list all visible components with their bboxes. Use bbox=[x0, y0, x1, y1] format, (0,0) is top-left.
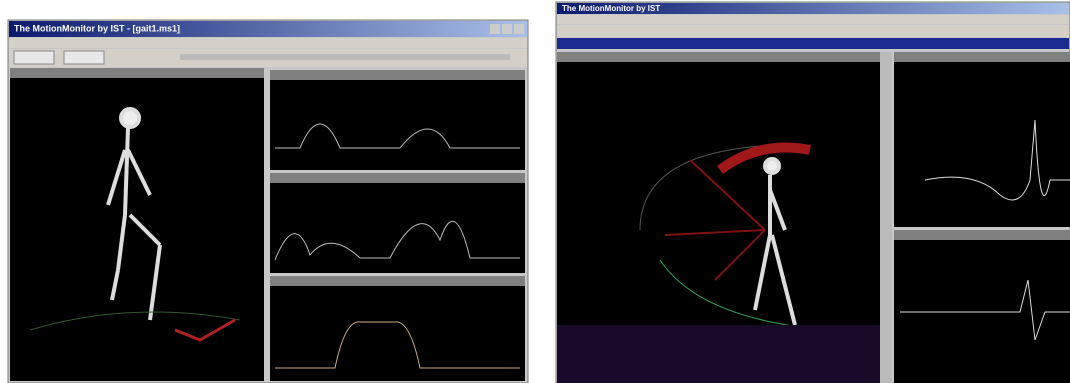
plot-panel bbox=[894, 52, 1070, 227]
window-title: The MotionMonitor by IST bbox=[562, 4, 660, 13]
menu-bar[interactable] bbox=[557, 15, 1069, 24]
toolbar-button[interactable] bbox=[14, 51, 54, 64]
window-buttons[interactable] bbox=[490, 24, 524, 34]
page: The MotionMonitor by IST - [gait1.ms1] bbox=[0, 0, 1070, 383]
plot-panel bbox=[270, 173, 525, 273]
view-title-bar bbox=[10, 68, 264, 78]
right-window: The MotionMonitor by IST bbox=[556, 2, 1070, 383]
toolbar[interactable] bbox=[557, 25, 1069, 37]
left-window: The MotionMonitor by IST - [gait1.ms1] bbox=[8, 20, 528, 383]
view-title-bar bbox=[557, 52, 880, 62]
document-title-bar bbox=[557, 38, 1069, 49]
plot-panel bbox=[270, 70, 525, 170]
screenshot: The MotionMonitor by IST - [gait1.ms1] bbox=[0, 0, 1070, 383]
plot-panel bbox=[894, 230, 1070, 383]
scrollbar[interactable] bbox=[880, 52, 892, 383]
slider[interactable] bbox=[180, 54, 510, 60]
menu-bar[interactable] bbox=[9, 38, 527, 48]
toolbar-button[interactable] bbox=[64, 51, 104, 64]
floor bbox=[557, 325, 880, 383]
plot-panel bbox=[270, 276, 525, 381]
splitter bbox=[264, 68, 270, 381]
window-title: The MotionMonitor by IST - [gait1.ms1] bbox=[14, 23, 180, 33]
